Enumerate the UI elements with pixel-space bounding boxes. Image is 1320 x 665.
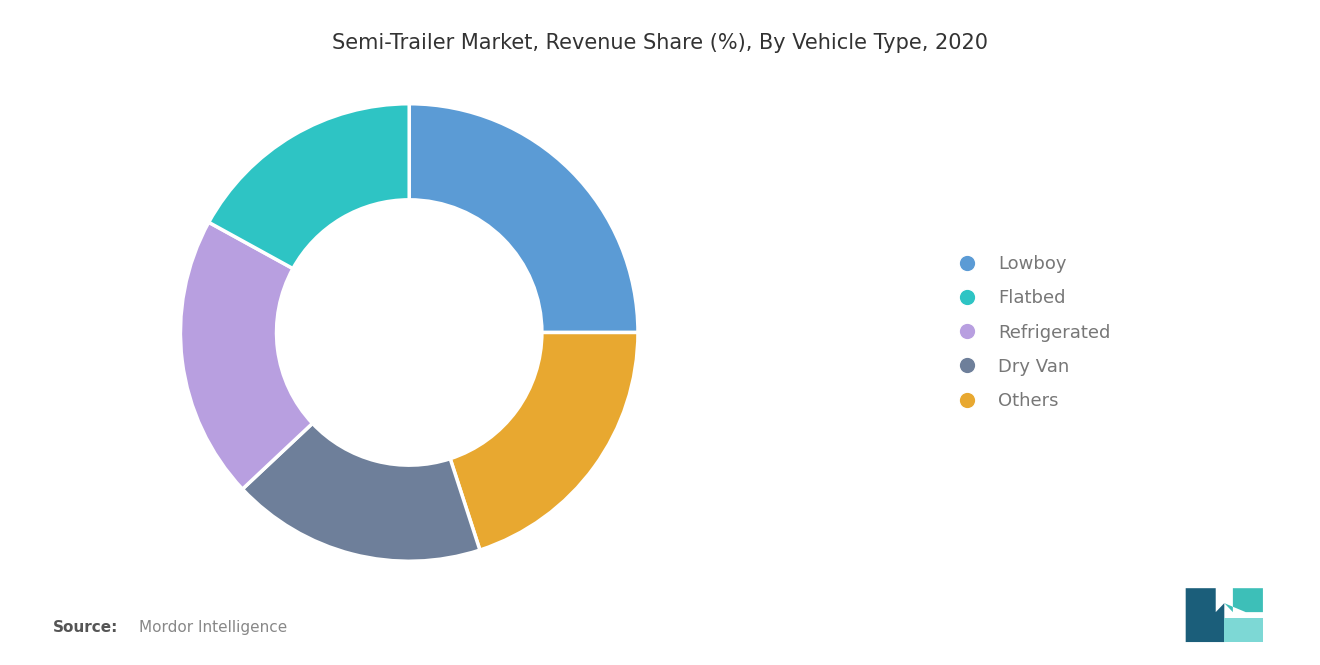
- Polygon shape: [1185, 589, 1225, 642]
- Legend: Lowboy, Flatbed, Refrigerated, Dry Van, Others: Lowboy, Flatbed, Refrigerated, Dry Van, …: [940, 246, 1119, 419]
- Text: Semi-Trailer Market, Revenue Share (%), By Vehicle Type, 2020: Semi-Trailer Market, Revenue Share (%), …: [333, 33, 987, 53]
- Wedge shape: [450, 332, 638, 550]
- Text: Source:: Source:: [53, 620, 119, 635]
- Polygon shape: [1225, 589, 1263, 612]
- Wedge shape: [409, 104, 638, 332]
- Text: Mordor Intelligence: Mordor Intelligence: [139, 620, 286, 635]
- Polygon shape: [1225, 618, 1263, 642]
- Wedge shape: [209, 104, 409, 269]
- Wedge shape: [243, 424, 480, 561]
- Wedge shape: [181, 222, 313, 489]
